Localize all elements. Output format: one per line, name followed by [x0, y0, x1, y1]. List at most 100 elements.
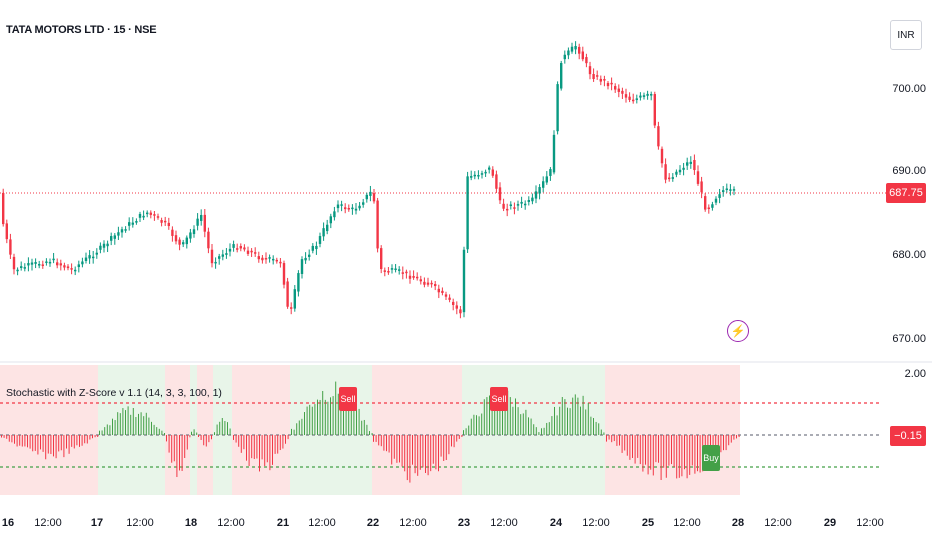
candle-body [5, 223, 8, 240]
candle-body [9, 239, 12, 255]
candle-body [534, 191, 538, 199]
histogram-bar [425, 435, 426, 474]
candle-body [272, 258, 275, 261]
histogram-bar [728, 435, 730, 446]
candle-body [394, 268, 397, 271]
histogram-bar [453, 435, 455, 448]
candle-body [329, 216, 332, 224]
candle-body [596, 75, 599, 77]
histogram-bar [556, 415, 558, 435]
candle-body [243, 247, 246, 250]
candle-body [282, 263, 286, 285]
time-label: 28 [731, 517, 745, 529]
candle-body [477, 175, 480, 177]
histogram-bar [358, 408, 360, 435]
histogram-bar [684, 435, 685, 470]
candle-body [711, 204, 714, 208]
histogram-bar [419, 435, 421, 470]
histogram-bar [196, 432, 198, 435]
histogram-bar [53, 435, 54, 457]
candle-body [524, 203, 527, 206]
histogram-bar [34, 435, 36, 451]
histogram-bar [189, 435, 191, 438]
histogram-bar [580, 406, 581, 435]
histogram-bar [293, 429, 295, 435]
histogram-bar [127, 406, 129, 435]
candle-body [369, 191, 372, 196]
candle-body [153, 214, 156, 216]
candle-body [462, 249, 466, 313]
oscillator-zones [0, 365, 740, 495]
symbol-title[interactable]: TATA MOTORS LTD · 15 · NSE [6, 24, 157, 36]
histogram-bar [528, 417, 529, 435]
histogram-bar [71, 435, 73, 447]
time-label: 12:00 [34, 517, 62, 529]
candle-body [16, 269, 19, 272]
time-label: 12:00 [126, 517, 154, 529]
histogram-bar [473, 414, 475, 435]
time-label: 25 [641, 517, 655, 529]
histogram-bar [520, 414, 522, 435]
histogram-bar [79, 435, 80, 447]
candle-body [344, 207, 347, 210]
histogram-bar [463, 430, 464, 435]
candle-body [142, 215, 145, 218]
histogram-bar [517, 407, 519, 435]
indicator-title[interactable]: Stochastic with Z-Score v 1.1 (14, 3, 3,… [6, 387, 222, 399]
candle-body [185, 237, 188, 245]
candle-body [675, 171, 678, 175]
histogram-bar [104, 427, 106, 435]
candle-body [632, 99, 635, 102]
histogram-bar [138, 413, 139, 435]
candle-body [318, 236, 322, 244]
candle-body [225, 253, 228, 255]
histogram-bar [525, 409, 527, 435]
histogram-bar [548, 422, 550, 435]
histogram-bar [264, 435, 266, 467]
candle-body [257, 256, 260, 260]
histogram-bar [720, 435, 722, 453]
candle-body [239, 246, 242, 249]
candle-body [466, 176, 469, 250]
candle-body [178, 239, 181, 245]
histogram-bar [200, 435, 202, 440]
candle-body [174, 235, 178, 242]
candle-body [117, 232, 120, 236]
histogram-bar [652, 435, 654, 476]
histogram-bar [119, 413, 121, 435]
histogram-bar [42, 435, 44, 452]
histogram-bar [673, 435, 675, 468]
lightning-bolt-icon[interactable]: ⚡ [727, 320, 749, 342]
candle-body [70, 268, 73, 270]
histogram-bar [494, 392, 496, 435]
candle-body [527, 200, 530, 202]
histogram-bar [84, 435, 86, 444]
histogram-bar [361, 420, 363, 435]
histogram-bar [58, 435, 60, 452]
histogram-bar [330, 397, 331, 435]
histogram-bar [173, 435, 175, 462]
histogram-bar [681, 435, 683, 477]
histogram-bar [148, 417, 150, 435]
currency-button[interactable]: INR [890, 20, 922, 50]
time-label: 12:00 [217, 517, 245, 529]
histogram-bar [406, 435, 408, 481]
candle-body [729, 189, 732, 191]
histogram-bar [590, 416, 592, 435]
candle-body [552, 134, 556, 173]
histogram-bar [629, 435, 631, 460]
histogram-bar [76, 435, 78, 446]
candle-body [45, 261, 48, 263]
histogram-bar [543, 427, 545, 435]
candle-body [635, 98, 638, 100]
histogram-bar [274, 435, 276, 454]
histogram-bar [598, 423, 600, 435]
candle-body [333, 211, 336, 218]
candle-body [545, 176, 548, 183]
candle-body [563, 54, 566, 60]
candle-body [642, 95, 646, 97]
candle-body [614, 86, 617, 90]
histogram-bar [229, 428, 231, 435]
